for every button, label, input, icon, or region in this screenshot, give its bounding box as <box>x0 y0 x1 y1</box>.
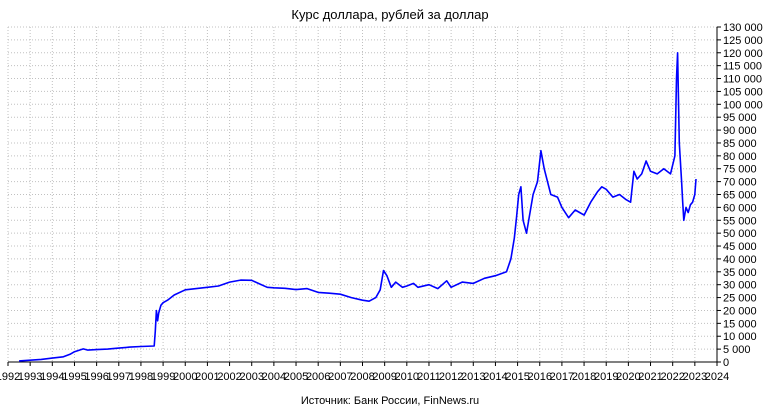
x-tick-label: 2014 <box>483 371 507 383</box>
x-tick-label: 2015 <box>505 371 529 383</box>
x-tick-label: 2008 <box>350 371 374 383</box>
chart-source: Источник: Банк России, FinNews.ru <box>300 395 480 407</box>
x-tick-label: 2005 <box>284 371 308 383</box>
x-tick-label: 1998 <box>129 371 153 383</box>
chart-title: Курс доллара, рублей за доллар <box>291 7 489 22</box>
y-tick-label: 50 000 <box>723 228 757 240</box>
x-tick-label: 2006 <box>306 371 330 383</box>
y-tick-label: 45 000 <box>723 241 757 253</box>
x-tick-label: 2016 <box>528 371 552 383</box>
y-tick-label: 130 000 <box>723 22 763 34</box>
x-tick-label: 1993 <box>18 371 42 383</box>
y-tick-label: 90 000 <box>723 125 757 137</box>
series-line-usd-rub <box>19 51 697 362</box>
x-tick-label: 2003 <box>239 371 263 383</box>
x-tick-label: 2002 <box>217 371 241 383</box>
y-tick-label: 65 000 <box>723 190 757 202</box>
y-tick-label: 105 000 <box>723 86 763 98</box>
y-tick-label: 55 000 <box>723 215 757 227</box>
y-tick-label: 100 000 <box>723 99 763 111</box>
y-tick-label: 120 000 <box>723 48 763 60</box>
y-tick-label: 75 000 <box>723 164 757 176</box>
x-tick-label: 2011 <box>417 371 441 383</box>
x-tick-label: 2023 <box>683 371 707 383</box>
x-tick-label: 2024 <box>705 371 729 383</box>
y-tick-label: 110 000 <box>723 74 762 86</box>
x-tick-label: 2022 <box>660 371 684 383</box>
x-tick-label: 2007 <box>328 371 352 383</box>
y-tick-label: 40 000 <box>723 254 757 266</box>
x-tick-label: 2021 <box>638 371 662 383</box>
y-tick-label: 95 000 <box>723 112 757 124</box>
x-tick-label: 2004 <box>262 371 286 383</box>
x-tick-label: 1996 <box>84 371 108 383</box>
x-tick-label: 1994 <box>40 371 64 383</box>
x-tick-label: 2017 <box>550 371 574 383</box>
x-tick-label: 2010 <box>395 371 419 383</box>
x-tick-label: 2009 <box>372 371 396 383</box>
y-tick-label: 85 000 <box>723 138 757 150</box>
y-tick-label: 115 000 <box>723 61 762 73</box>
x-tick-label: 1992 <box>0 371 20 383</box>
y-tick-label: 70 000 <box>723 177 757 189</box>
y-tick-label: 0 <box>723 357 729 369</box>
y-tick-label: 10 000 <box>723 331 757 343</box>
x-tick-label: 2012 <box>439 371 463 383</box>
y-tick-label: 35 000 <box>723 267 757 279</box>
y-tick-label: 125 000 <box>723 35 763 47</box>
x-tick-label: 2020 <box>616 371 640 383</box>
y-tick-label: 15 000 <box>723 318 757 330</box>
y-tick-label: 20 000 <box>723 305 757 317</box>
x-tick-label: 2018 <box>572 371 596 383</box>
x-tick-label: 2019 <box>594 371 618 383</box>
x-tick-label: 2000 <box>173 371 197 383</box>
x-tick-label: 2001 <box>195 371 219 383</box>
x-tick-label: 1997 <box>107 371 131 383</box>
y-tick-label: 60 000 <box>723 202 757 214</box>
y-tick-label: 30 000 <box>723 280 757 292</box>
y-tick-label: 80 000 <box>723 151 757 163</box>
y-tick-label: 25 000 <box>723 293 757 305</box>
x-tick-label: 2013 <box>461 371 485 383</box>
x-tick-label: 1995 <box>62 371 86 383</box>
x-tick-label: 1999 <box>151 371 175 383</box>
y-tick-label: 5 000 <box>723 344 751 356</box>
